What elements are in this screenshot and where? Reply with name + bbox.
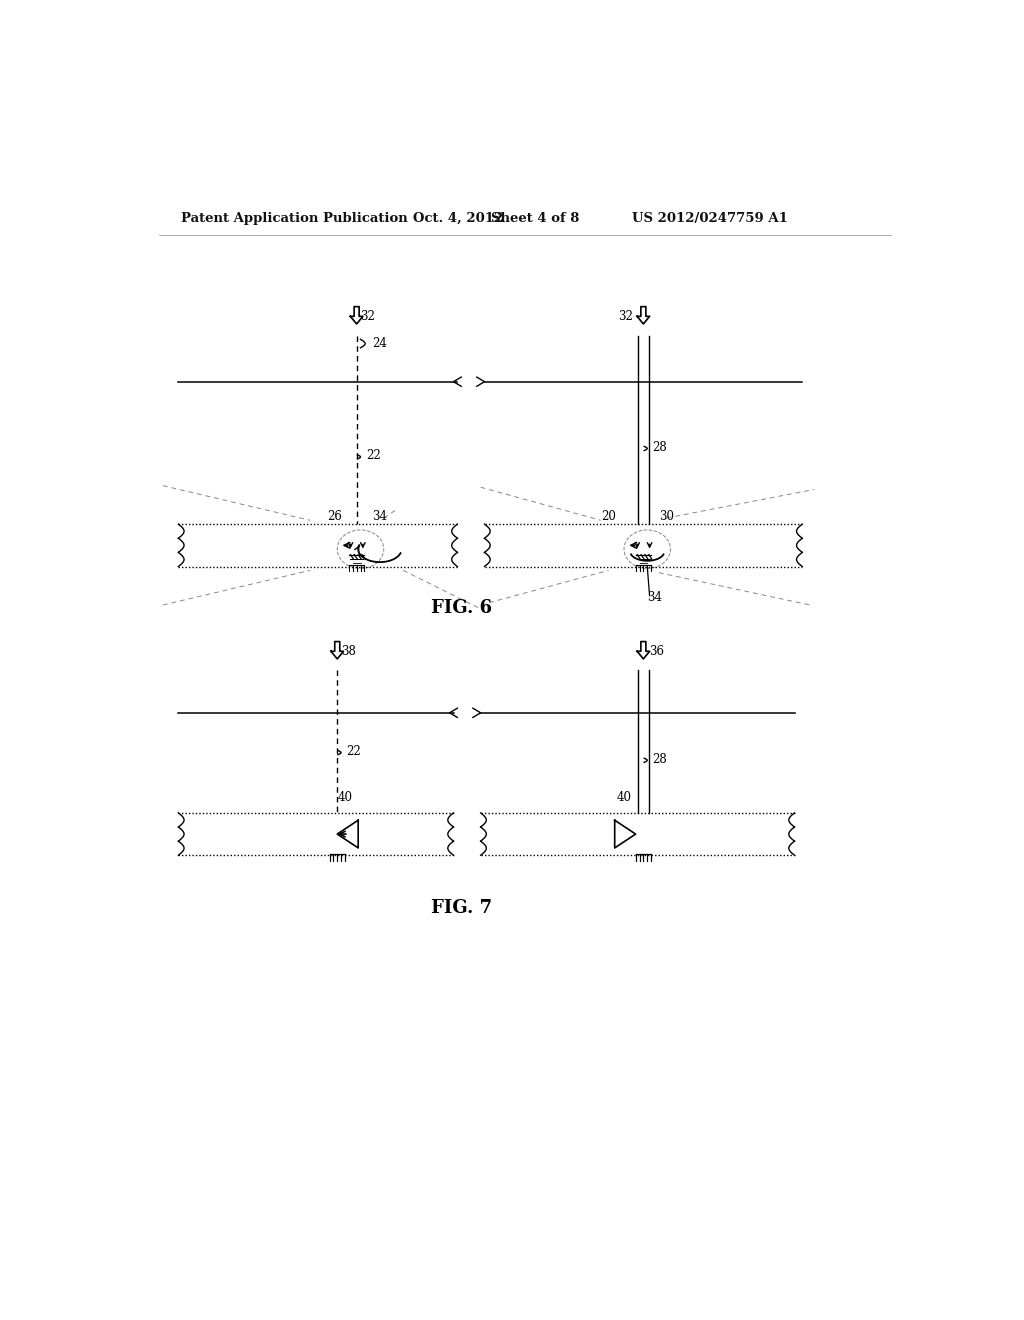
- Text: FIG. 7: FIG. 7: [431, 899, 492, 917]
- Text: 28: 28: [652, 441, 668, 454]
- Text: 40: 40: [337, 792, 352, 804]
- Text: Sheet 4 of 8: Sheet 4 of 8: [490, 213, 580, 224]
- Text: US 2012/0247759 A1: US 2012/0247759 A1: [632, 213, 787, 224]
- Text: Patent Application Publication: Patent Application Publication: [180, 213, 408, 224]
- Text: 40: 40: [616, 792, 631, 804]
- Text: 30: 30: [658, 511, 674, 523]
- Text: 26: 26: [328, 511, 342, 523]
- Text: 34: 34: [647, 591, 663, 605]
- Text: 32: 32: [360, 310, 376, 323]
- Text: 22: 22: [366, 449, 381, 462]
- Text: 34: 34: [372, 511, 387, 523]
- Text: 20: 20: [601, 511, 615, 523]
- Text: 22: 22: [346, 746, 361, 758]
- Text: 24: 24: [372, 337, 387, 350]
- Text: 36: 36: [649, 645, 665, 659]
- Text: 38: 38: [341, 645, 356, 659]
- Text: FIG. 6: FIG. 6: [431, 599, 492, 616]
- Text: Oct. 4, 2012: Oct. 4, 2012: [414, 213, 504, 224]
- Text: 32: 32: [618, 310, 634, 323]
- Text: 28: 28: [652, 752, 668, 766]
